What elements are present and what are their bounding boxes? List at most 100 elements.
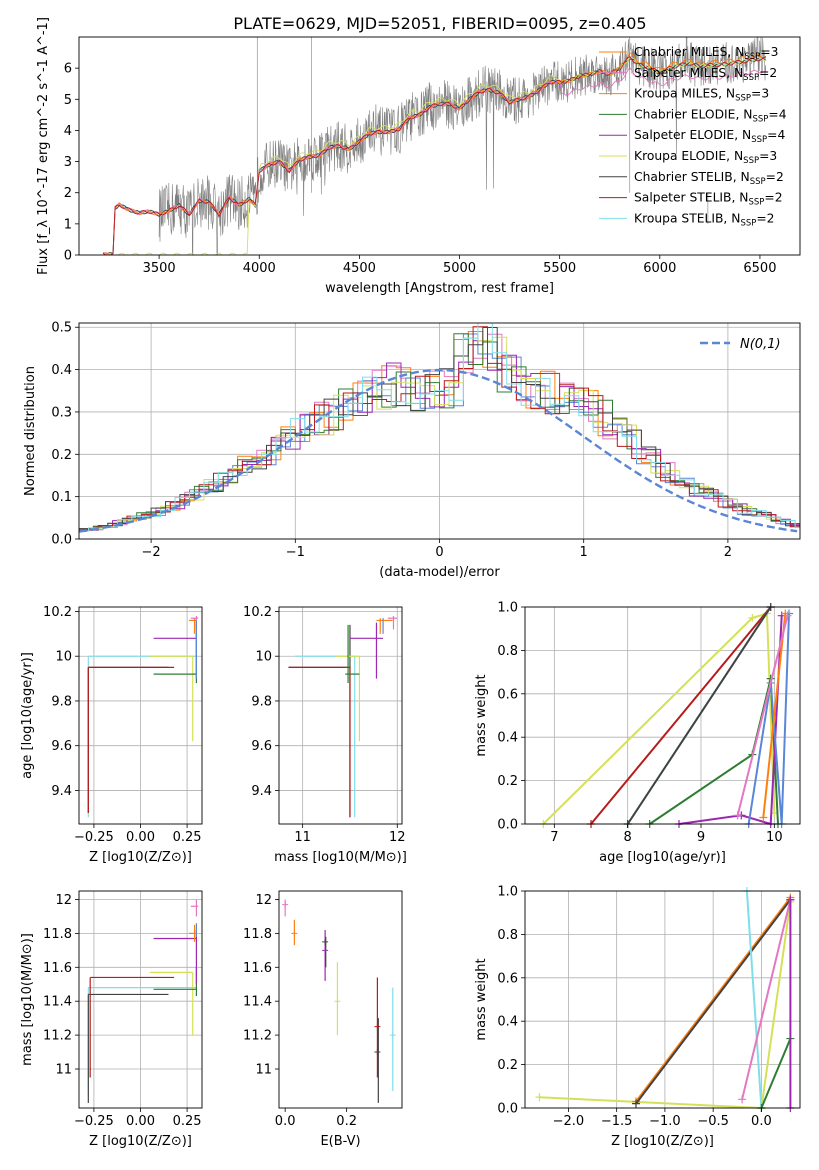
- y-tick-label: 11.8: [243, 927, 272, 942]
- y-axis-label: age [log10(age/yr)]: [20, 652, 35, 779]
- axes-frame: [524, 890, 801, 1109]
- y-tick-label: 0.4: [497, 731, 518, 746]
- series-line: [626, 606, 772, 825]
- x-tick-label: 9: [697, 830, 705, 845]
- weight-plot-area: [539, 603, 793, 828]
- y-tick-label: 0.2: [497, 774, 518, 789]
- y-tick-label: 11.8: [43, 927, 72, 942]
- normal-curve: [79, 368, 798, 533]
- series-line: [678, 615, 783, 826]
- series-line: [635, 899, 792, 1105]
- series-line: [590, 606, 772, 825]
- model-spectrum-line: [102, 55, 767, 255]
- mass-vs-Z-chart: −0.25 0.00 0.25 11 11.2 11.4 11.6 11.8 12 Z [log1…: [20, 890, 203, 1149]
- axes-frame: [278, 606, 403, 825]
- x-axis-label: (data-model)/error: [379, 565, 500, 580]
- legend-label: Salpeter MILES, NSSP=2: [634, 66, 777, 83]
- age-vs-mass-chart: 11 12 9.4 9.6 9.8 10 10.2 mass [log10(M/M⊙)]: [243, 605, 407, 865]
- age-vs-Z-chart: −0.25 0.00 0.25 9.4 9.6 9.8 10 10.2 Z [log10(Z/Z…: [20, 605, 203, 865]
- y-tick-label: 0.3: [51, 405, 72, 420]
- x-tick-label: 0.00: [126, 830, 155, 845]
- y-tick-label: 9.4: [51, 784, 72, 799]
- y-tick-label: 12: [255, 893, 272, 908]
- legend-label: Kroupa MILES, NSSP=3: [634, 87, 769, 104]
- massweight-vs-Z-chart: −2.0 −1.5 −1.0 −0.5 0.0 0.0 0.2 0.4 0.6 0.8 1.0 Z […: [474, 885, 801, 1149]
- y-tick-label: 5: [64, 93, 72, 108]
- y-tick-label: 11.4: [243, 995, 272, 1010]
- x-tick-label: 3500: [143, 261, 176, 276]
- y-tick-label: 4: [64, 124, 72, 139]
- x-tick-label: 0.00: [126, 1114, 155, 1129]
- y-tick-label: 9.8: [251, 694, 272, 709]
- y-tick-label: 0.2: [51, 448, 72, 463]
- x-axis-label: wavelength [Angstrom, rest frame]: [325, 281, 554, 296]
- x-tick-label: 8: [624, 830, 632, 845]
- y-tick-label: 0.0: [497, 818, 518, 833]
- series-line: [760, 1038, 792, 1109]
- x-tick-label: 12: [389, 830, 406, 845]
- x-tick-label: 11: [294, 830, 311, 845]
- legend-label: Salpeter STELIB, NSSP=2: [634, 191, 783, 208]
- data-point: [783, 611, 792, 620]
- x-axis-label: Z [log10(Z/Z⊙)]: [611, 1134, 714, 1149]
- x-tick-label: 0.25: [173, 1114, 202, 1129]
- series-line: [745, 890, 763, 1109]
- x-tick-label: 7: [550, 830, 558, 845]
- y-tick-label: 0.5: [51, 321, 72, 336]
- y-tick-label: 0.0: [497, 1102, 518, 1117]
- y-tick-label: 0.2: [497, 1058, 518, 1073]
- x-tick-label: 4500: [343, 261, 376, 276]
- data-point: [374, 1049, 381, 1056]
- x-tick-label: 0.25: [173, 830, 202, 845]
- data-point: [374, 1023, 381, 1030]
- x-tick-label: −2.0: [553, 1114, 585, 1129]
- y-axis-label: mass [log10(M/M⊙)]: [20, 933, 35, 1066]
- y-tick-label: 11: [255, 1063, 272, 1078]
- legend-label: Salpeter ELODIE, NSSP=4: [634, 128, 785, 145]
- y-tick-label: 9.6: [51, 739, 72, 754]
- y-tick-label: 11.6: [243, 961, 272, 976]
- x-tick-label: 5500: [543, 261, 576, 276]
- y-tick-label: 9.6: [251, 739, 272, 754]
- histogram-legend: N(0,1): [700, 337, 781, 352]
- y-tick-label: 10: [55, 650, 72, 665]
- x-tick-label: 4000: [243, 261, 276, 276]
- y-tick-label: 2: [64, 186, 72, 201]
- y-axis-label: mass weight: [474, 958, 489, 1040]
- data-point: [631, 1099, 640, 1108]
- legend-label: Kroupa ELODIE, NSSP=3: [634, 149, 777, 166]
- spectrum-legend: Chabrier MILES, NSSP=3 Salpeter MILES, NS…: [599, 45, 787, 228]
- data-point: [733, 811, 742, 820]
- y-tick-label: 0.1: [51, 490, 72, 505]
- y-tick-label: 3: [64, 155, 72, 170]
- series-line: [747, 613, 790, 825]
- histogram-step-line: [79, 323, 800, 532]
- x-tick-label: 0.0: [751, 1114, 772, 1129]
- y-tick-label: 0.0: [51, 533, 72, 548]
- legend-label: Chabrier STELIB, NSSP=2: [634, 170, 784, 187]
- axes-frame: [278, 890, 403, 1109]
- massweight-vs-age-chart: 7 8 9 10 0.0 0.2 0.4 0.6 0.8 1.0 age [log10(age/yr…: [474, 601, 801, 865]
- x-axis-label: Z [log10(Z/Z⊙)]: [89, 850, 192, 865]
- histogram-plot-area: [79, 323, 800, 533]
- data-point: [334, 998, 341, 1005]
- x-tick-label: −0.25: [74, 830, 114, 845]
- y-tick-label: 1.0: [497, 601, 518, 616]
- data-point: [738, 1095, 747, 1104]
- y-tick-label: 1: [64, 217, 72, 232]
- y-tick-label: 10.2: [243, 605, 272, 620]
- y-tick-label: 11.6: [43, 961, 72, 976]
- x-tick-label: 5000: [443, 261, 476, 276]
- x-tick-label: 0.2: [336, 1114, 357, 1129]
- y-axis-label: Flux [f_λ 10^-17 erg cm^-2 s^-1 A^-1]: [36, 17, 51, 275]
- figure-title: PLATE=0629, MJD=52051, FIBERID=0095, z=0…: [233, 14, 646, 33]
- y-tick-label: 11.4: [43, 995, 72, 1010]
- y-tick-label: 0.6: [497, 687, 518, 702]
- series-line: [542, 612, 776, 825]
- y-tick-label: 1.0: [497, 885, 518, 900]
- spectrum-plot-area: [102, 37, 767, 255]
- residual-histogram-chart: −2 −1 0 1 2 0.0 0.1 0.2 0.3 0.4 0.5 (data-model)/er…: [23, 321, 801, 580]
- x-axis-label: mass [log10(M/M⊙)]: [274, 850, 407, 865]
- data-point: [535, 1093, 544, 1102]
